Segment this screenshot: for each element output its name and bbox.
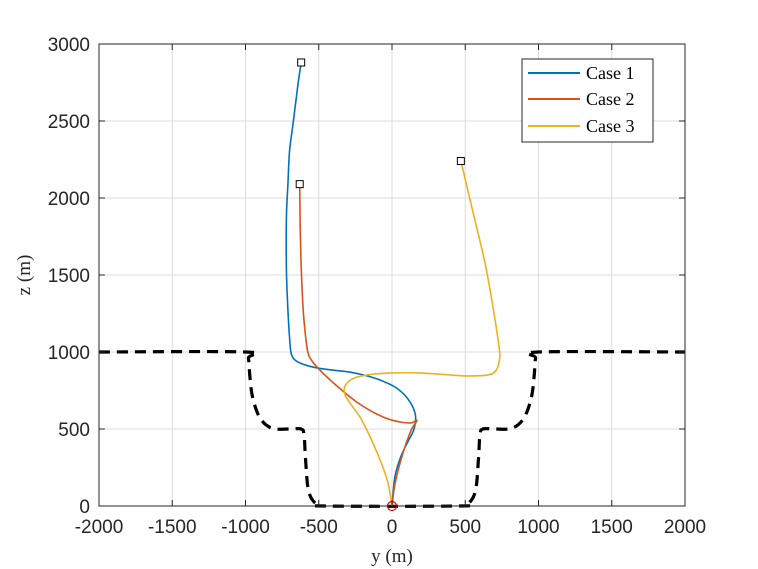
start-marker-case-1 bbox=[297, 58, 306, 67]
x-tick-label: 1500 bbox=[591, 517, 633, 538]
legend: Case 1 Case 2 Case 3 bbox=[521, 58, 654, 143]
y-axis-ticks: 0 500 1000 1500 2000 2500 3000 bbox=[48, 35, 685, 518]
legend-label-case-3: Case 3 bbox=[586, 116, 635, 136]
y-tick-label: 3000 bbox=[48, 35, 90, 56]
x-tick-label: 0 bbox=[387, 517, 398, 538]
x-tick-label: -500 bbox=[300, 517, 338, 538]
x-axis-label: y (m) bbox=[371, 546, 413, 567]
x-tick-label: 500 bbox=[449, 517, 481, 538]
x-tick-label: 1000 bbox=[517, 517, 559, 538]
y-tick-label: 1500 bbox=[48, 266, 90, 287]
y-tick-label: 1000 bbox=[48, 343, 90, 364]
x-axis-ticks: -2000 -1500 -1000 -500 0 500 1000 1500 2000 bbox=[75, 44, 706, 538]
x-tick-label: -2000 bbox=[75, 517, 124, 538]
y-tick-label: 0 bbox=[79, 497, 90, 518]
series-line-case-3 bbox=[343, 160, 501, 507]
x-tick-label: 2000 bbox=[664, 517, 706, 538]
series-line-case-2 bbox=[298, 184, 418, 507]
series-lines bbox=[285, 62, 501, 507]
y-tick-label: 500 bbox=[58, 420, 90, 441]
start-marker-case-3 bbox=[456, 157, 465, 166]
start-marker-case-2 bbox=[295, 180, 304, 189]
y-tick-label: 2000 bbox=[48, 189, 90, 210]
y-axis-label: z (m) bbox=[14, 255, 35, 296]
y-tick-label: 2500 bbox=[48, 112, 90, 133]
legend-label-case-1: Case 1 bbox=[586, 63, 635, 83]
x-tick-label: -1500 bbox=[148, 517, 197, 538]
legend-label-case-2: Case 2 bbox=[586, 89, 635, 109]
x-tick-label: -1000 bbox=[221, 517, 270, 538]
